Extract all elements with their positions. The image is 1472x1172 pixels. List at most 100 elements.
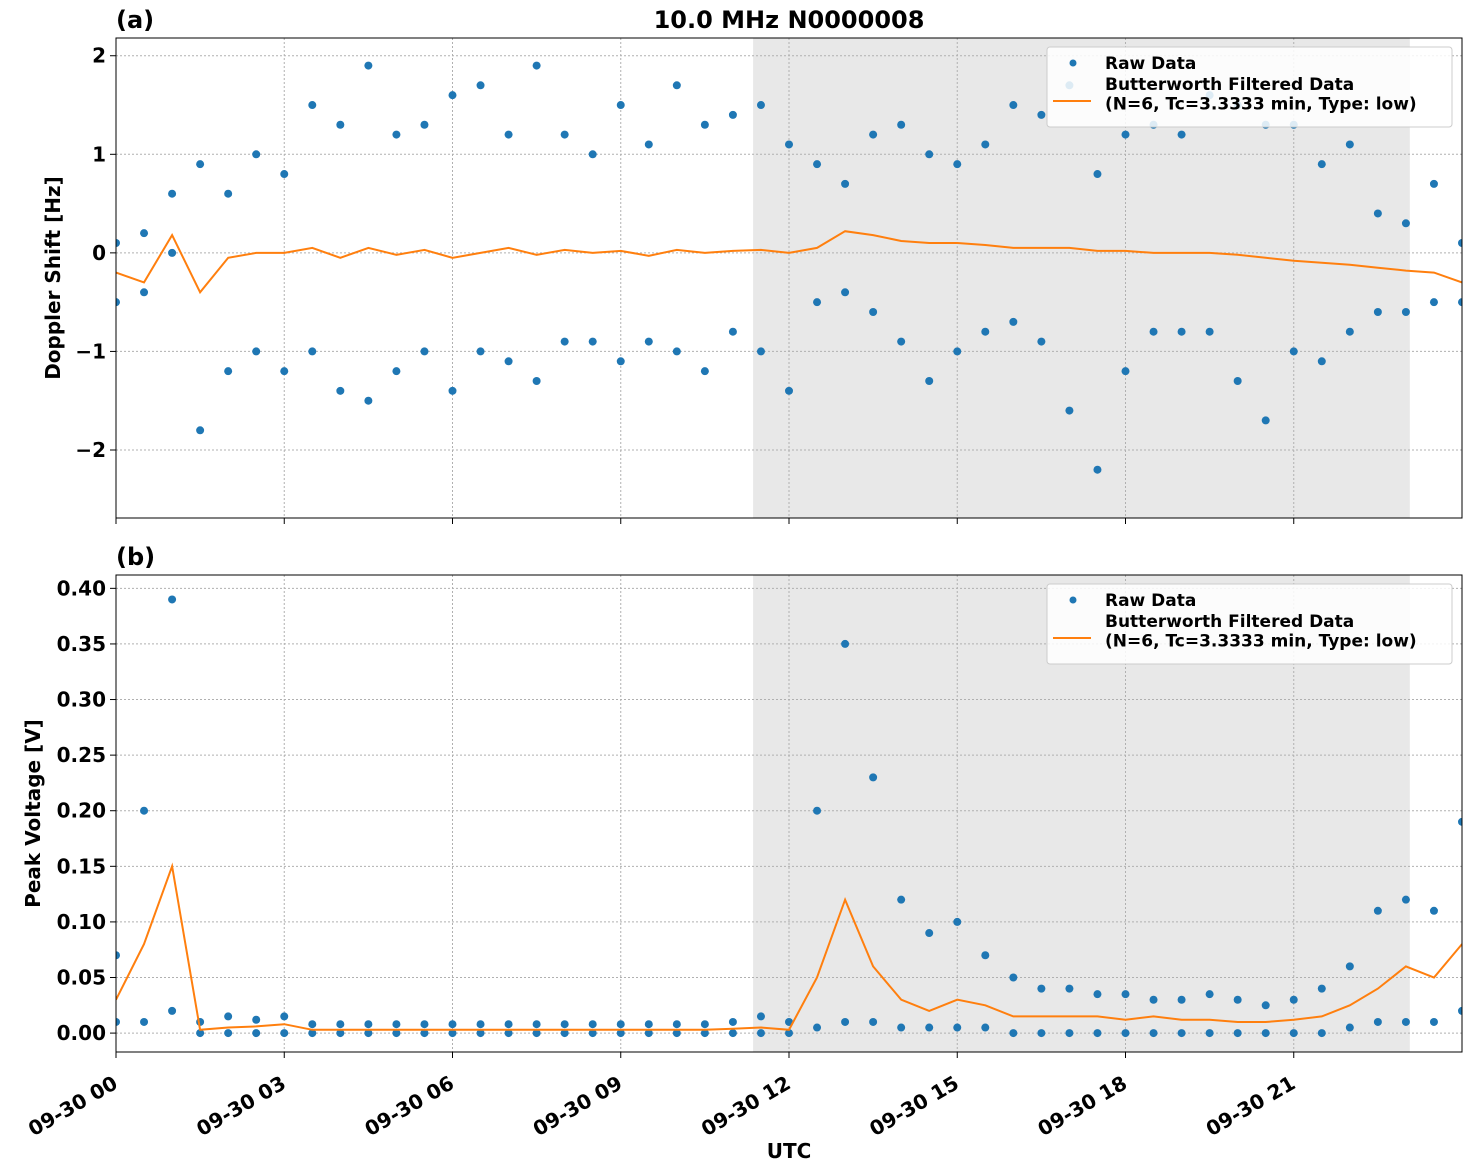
axes-frame <box>115 574 1463 1053</box>
panel-label: (b) <box>116 543 155 571</box>
raw-point <box>1037 1029 1046 1038</box>
legend-box <box>1046 583 1453 665</box>
axes-frame <box>115 37 1463 519</box>
raw-point <box>700 1020 709 1029</box>
raw-point <box>644 337 653 346</box>
raw-point <box>448 91 457 100</box>
y-tick-label: 0.10 <box>57 910 106 934</box>
raw-point <box>336 1020 345 1029</box>
raw-point <box>953 917 962 926</box>
raw-point <box>644 140 653 149</box>
raw-point <box>168 1006 177 1015</box>
raw-point <box>1261 1029 1270 1038</box>
y-tick-label: 0.15 <box>57 854 106 878</box>
raw-point <box>1009 101 1018 110</box>
raw-point <box>841 288 850 297</box>
raw-point <box>728 1017 737 1026</box>
raw-point <box>140 1017 149 1026</box>
raw-point <box>897 337 906 346</box>
raw-point <box>1093 990 1102 999</box>
raw-point <box>560 130 569 139</box>
y-axis-label: Peak Voltage [V] <box>21 719 45 908</box>
raw-point <box>1149 995 1158 1004</box>
raw-point <box>616 357 625 366</box>
raw-point <box>813 298 822 307</box>
raw-point <box>364 61 373 70</box>
y-tick-label: −2 <box>75 438 106 462</box>
raw-point <box>116 951 120 960</box>
raw-point <box>1093 170 1102 179</box>
raw-point <box>196 1029 205 1038</box>
raw-point <box>728 110 737 119</box>
x-tick-label: 09-30 09 <box>529 1071 627 1141</box>
panel-label: (a) <box>116 6 154 34</box>
raw-point <box>252 1029 261 1038</box>
raw-point <box>392 1020 401 1029</box>
raw-point <box>336 386 345 395</box>
raw-point <box>336 1029 345 1038</box>
raw-point <box>448 1020 457 1029</box>
raw-point <box>1373 308 1382 317</box>
raw-point <box>700 120 709 129</box>
raw-point <box>476 1029 485 1038</box>
raw-point <box>785 140 793 149</box>
raw-point <box>841 179 850 188</box>
raw-point <box>672 347 681 356</box>
y-tick-label: 0.20 <box>57 799 106 823</box>
raw-point <box>336 120 345 129</box>
raw-point <box>140 288 149 297</box>
raw-point <box>1121 1029 1130 1038</box>
raw-point <box>1261 1001 1270 1010</box>
raw-point <box>981 951 990 960</box>
raw-point <box>1345 327 1354 336</box>
raw-point <box>1233 376 1242 385</box>
raw-point <box>1121 130 1130 139</box>
y-tick-label: 1 <box>92 142 106 166</box>
raw-point <box>252 150 261 159</box>
raw-point <box>364 1020 373 1029</box>
raw-point <box>1458 298 1462 307</box>
raw-point <box>897 1023 906 1032</box>
raw-point <box>728 1029 737 1038</box>
raw-point <box>672 81 681 90</box>
raw-point <box>116 239 120 248</box>
raw-point <box>364 396 373 405</box>
raw-point <box>1429 298 1438 307</box>
raw-point <box>841 639 850 648</box>
raw-point <box>1429 1017 1438 1026</box>
legend-marker <box>1069 596 1077 604</box>
raw-point <box>116 298 120 307</box>
raw-point <box>1458 817 1462 826</box>
raw-point <box>1289 347 1298 356</box>
raw-point <box>280 170 289 179</box>
raw-point <box>1009 1029 1018 1038</box>
raw-point <box>448 1029 457 1038</box>
raw-point <box>504 1029 513 1038</box>
filtered-line <box>116 230 1462 295</box>
raw-point <box>224 1029 233 1038</box>
x-tick-label: 09-30 12 <box>697 1071 795 1141</box>
raw-point <box>756 1012 765 1021</box>
raw-point <box>1065 406 1074 415</box>
raw-point <box>392 130 401 139</box>
raw-point <box>1037 110 1046 119</box>
x-tick-label: 09-30 03 <box>192 1071 290 1141</box>
legend-label: Raw Data <box>1105 54 1196 74</box>
x-tick-label: 09-30 15 <box>865 1071 963 1141</box>
raw-point <box>869 130 878 139</box>
raw-point <box>672 1029 681 1038</box>
raw-point <box>308 101 317 110</box>
raw-point <box>532 1029 541 1038</box>
raw-point <box>476 1020 485 1029</box>
plot-area <box>116 61 1462 474</box>
raw-point <box>420 1029 429 1038</box>
raw-point <box>1149 1029 1158 1038</box>
raw-point <box>280 1012 289 1021</box>
raw-point <box>1037 337 1046 346</box>
y-axis-label: Doppler Shift [Hz] <box>41 176 65 380</box>
raw-point <box>1373 906 1382 915</box>
y-tick-label: 0.40 <box>57 576 106 600</box>
raw-point <box>616 1029 625 1038</box>
y-tick-label: 0.30 <box>57 688 106 712</box>
